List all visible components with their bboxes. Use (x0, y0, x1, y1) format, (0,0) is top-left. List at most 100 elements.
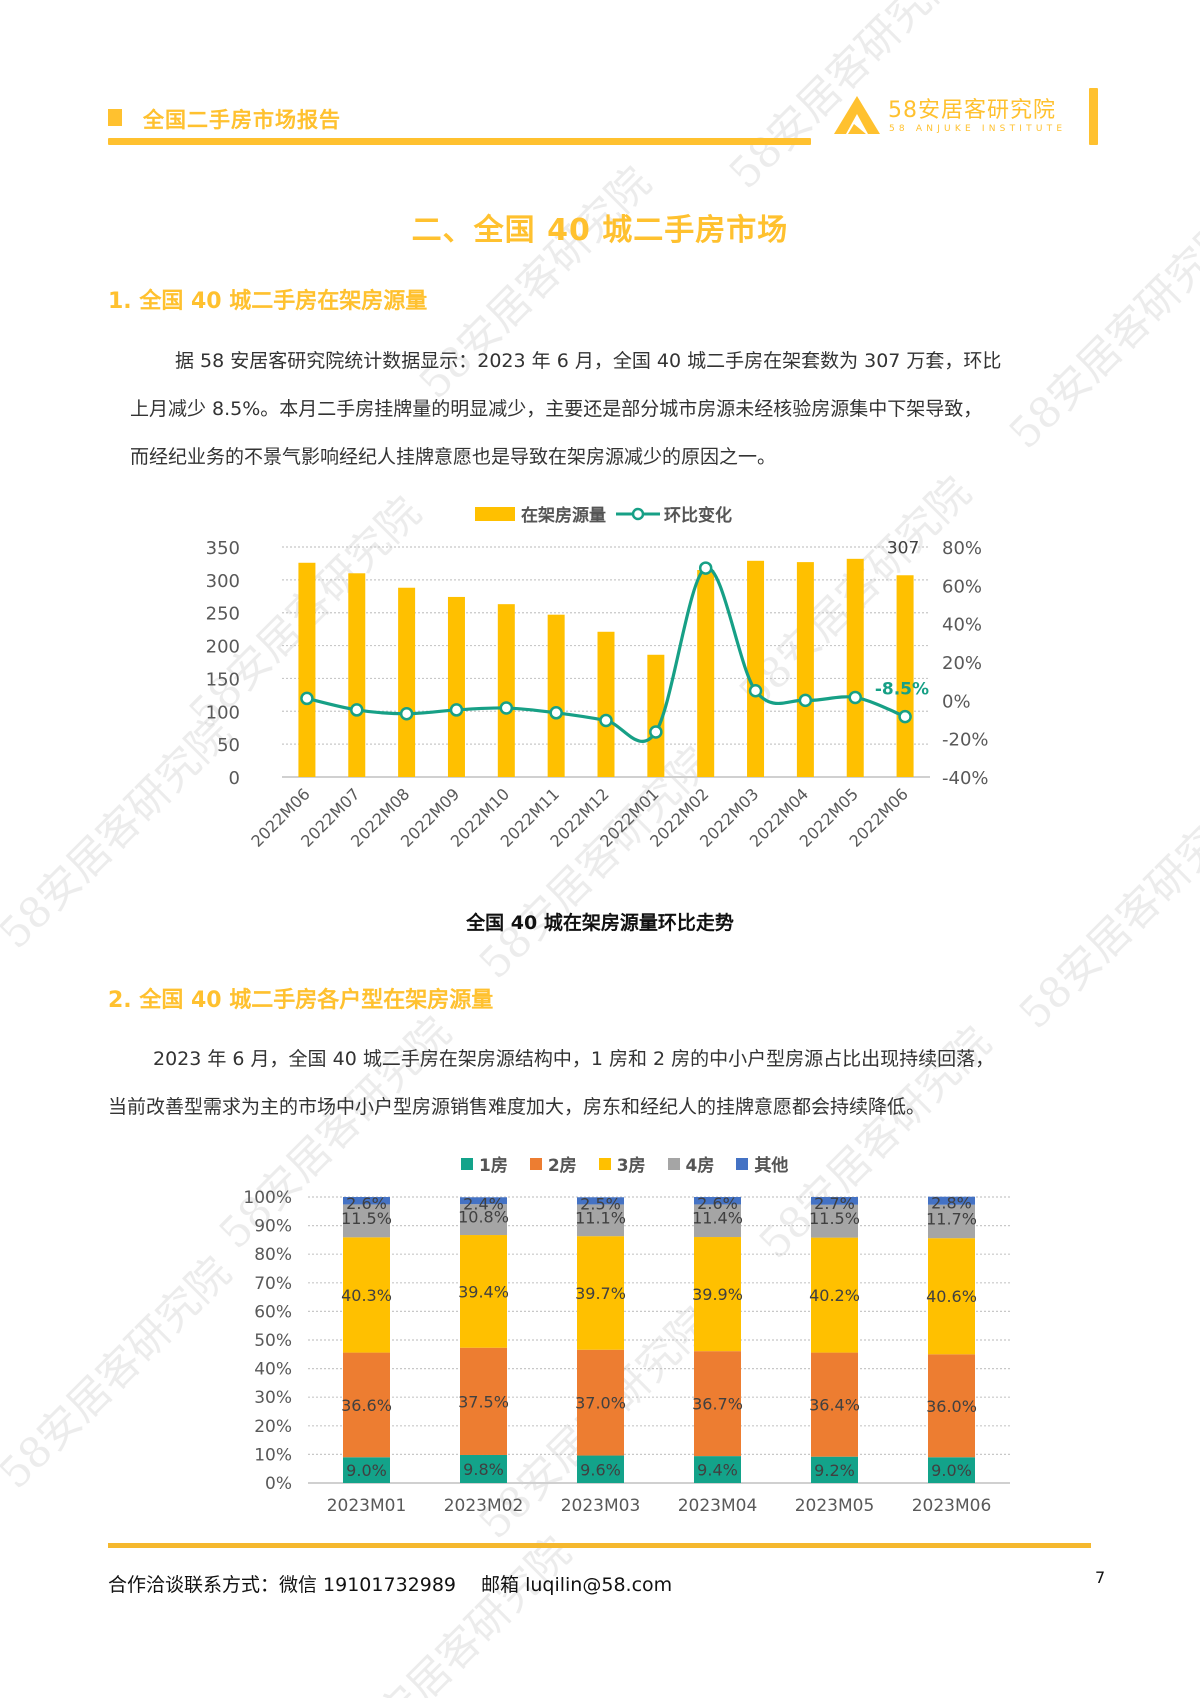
legend-item-5: 其他 (736, 1151, 788, 1176)
segment-value-label: 37.0% (575, 1394, 626, 1413)
y-tick: 40% (254, 1360, 292, 1380)
stacked-segment (694, 1237, 741, 1352)
y-right-tick: -40% (942, 768, 989, 789)
line-marker (499, 701, 514, 715)
line-marker (399, 707, 414, 721)
bar (547, 614, 565, 777)
stacked-segment (343, 1352, 390, 1458)
x-tick-label: 2023M06 (912, 1496, 992, 1516)
bar (796, 562, 814, 777)
stacked-segment (928, 1457, 975, 1483)
stacked-segment (343, 1237, 390, 1353)
y-tick: 50% (254, 1331, 292, 1351)
segment-value-label: 36.6% (341, 1396, 392, 1415)
bar (447, 596, 465, 777)
legend-swatch-icon (461, 1157, 473, 1170)
line-marker (649, 725, 663, 739)
segment-value-label: 37.5% (458, 1392, 509, 1411)
stacked-segment (460, 1204, 507, 1236)
bar (497, 604, 515, 777)
header-accent-bar (1089, 88, 1098, 145)
logo-text-cn: 58安居客研究院 (888, 98, 1056, 123)
legend-label: 4房 (685, 1156, 715, 1176)
stacked-segment (928, 1204, 975, 1239)
chart2-stacked-bar-chart: 0% 10% 20% 30% 40% 50% 60% 70% 80% 90% 100% 9.0% 36.… (243, 1188, 1010, 1516)
y-left-tick: 300 (206, 571, 240, 592)
chart1-caption: 全国 40 城在架房源量环比走势 (466, 912, 734, 934)
stacked-segment (343, 1457, 390, 1483)
paragraph-1-line-2: 上月减少 8.5%。本月二手房挂牌量的明显减少，主要还是部分城市房源未经核验房源… (130, 398, 983, 420)
header-divider (108, 138, 811, 145)
segment-value-label: 11.7% (926, 1209, 977, 1228)
line-marker (698, 561, 713, 575)
stacked-segment (694, 1456, 741, 1483)
y-tick: 80% (254, 1245, 292, 1265)
bar (747, 560, 765, 777)
x-tick-label: 2023M03 (561, 1496, 641, 1516)
bar (597, 631, 615, 777)
segment-value-label: 9.8% (463, 1460, 504, 1479)
report-title: 全国二手房市场报告 (143, 108, 341, 132)
segment-value-label: 2.7% (814, 1194, 855, 1213)
segment-value-label: 40.2% (809, 1286, 860, 1305)
segment-value-label: 2.5% (580, 1194, 621, 1213)
y-right-tick: -20% (942, 730, 989, 751)
y-tick: 0% (265, 1474, 292, 1494)
stacked-segment (577, 1349, 624, 1456)
y-tick: 70% (254, 1274, 292, 1294)
stacked-segment (928, 1238, 975, 1355)
legend-label: 环比变化 (664, 506, 732, 526)
segment-value-label: 11.1% (575, 1208, 626, 1227)
mom-line (306, 566, 906, 743)
line-marker (599, 713, 613, 728)
segment-value-label: 39.9% (692, 1285, 743, 1304)
subsection-heading-2: 2. 全国 40 城二手房各户型在架房源量 (108, 988, 494, 1013)
bar (697, 570, 715, 777)
segment-value-label: 11.4% (692, 1209, 743, 1228)
logo-text-en: 58 ANJUKE INSTITUTE (889, 124, 1067, 134)
stacked-segment (811, 1197, 858, 1205)
segment-value-label: 39.7% (575, 1284, 626, 1303)
stacked-segment (577, 1197, 624, 1205)
header-bullet-icon (108, 109, 122, 126)
chart2-legend: 1房 2房 3房 4房 其他 (461, 1151, 810, 1176)
bar-swatch-icon (475, 506, 515, 521)
segment-value-label: 11.5% (341, 1209, 392, 1228)
y-tick: 10% (254, 1445, 292, 1465)
bar-value-label: 307 (887, 538, 919, 558)
stacked-segment (460, 1347, 507, 1455)
page-number: 7 (1095, 1568, 1106, 1587)
y-right-tick: 0% (942, 691, 971, 712)
segment-value-label: 40.6% (926, 1287, 977, 1306)
paragraph-2-line-2: 当前改善型需求为主的市场中小户型房源销售难度加大，房东和经纪人的挂牌意愿都会持续… (108, 1096, 926, 1118)
y-left-tick: 100 (206, 702, 240, 723)
x-tick-label: 2023M02 (444, 1496, 524, 1516)
line-marker-swatch-icon (616, 507, 660, 520)
segment-value-label: 36.7% (692, 1395, 743, 1414)
stacked-segment (460, 1235, 507, 1348)
segment-value-label: 9.6% (580, 1460, 621, 1479)
segment-value-label: 39.4% (458, 1282, 509, 1301)
y-right-tick: 60% (942, 576, 982, 597)
bar (896, 575, 914, 777)
y-left-tick: 0 (229, 768, 240, 789)
y-tick: 20% (254, 1417, 292, 1437)
line-marker (449, 703, 464, 717)
paragraph-1-line-3: 而经纪业务的不景气影响经纪人挂牌意愿也是导致在架房源减少的原因之一。 (130, 446, 777, 468)
y-right-tick: 20% (942, 653, 982, 674)
bar (846, 558, 864, 777)
segment-value-label: 2.8% (931, 1194, 972, 1213)
legend-swatch-icon (736, 1157, 749, 1170)
stacked-segment (577, 1236, 624, 1350)
footer-divider (108, 1543, 1091, 1548)
stacked-segment (460, 1454, 507, 1483)
paragraph-1-line-1: 据 58 安居客研究院统计数据显示：2023 年 6 月，全国 40 城二手房在… (175, 350, 1002, 372)
logo-a-icon (834, 96, 880, 134)
stacked-segment (343, 1204, 390, 1238)
y-tick: 60% (254, 1302, 292, 1322)
bar (298, 562, 316, 777)
legend-item-2: 2房 (529, 1151, 577, 1176)
logo: 58安居客研究院 58 ANJUKE INSTITUTE (832, 92, 1072, 138)
y-left-tick: 200 (206, 637, 240, 658)
y-left-tick: 150 (206, 669, 240, 690)
